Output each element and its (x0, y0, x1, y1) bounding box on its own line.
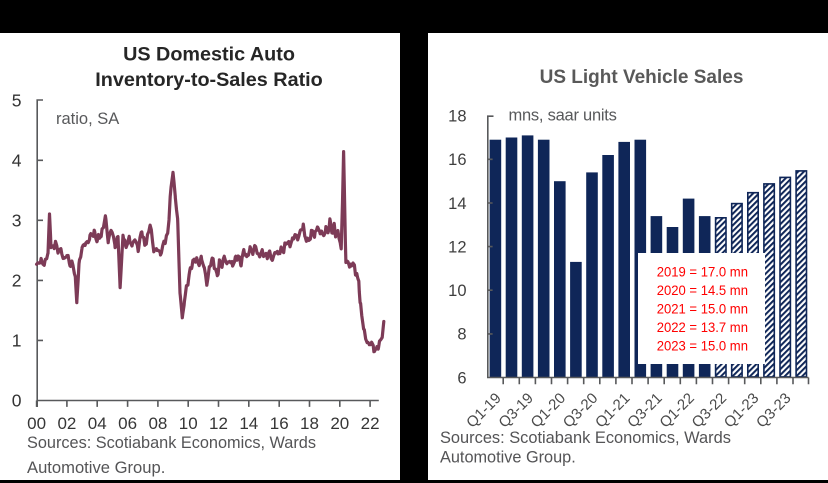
svg-text:2022 = 13.7 mn: 2022 = 13.7 mn (657, 319, 748, 335)
svg-text:16: 16 (448, 151, 466, 169)
svg-text:3: 3 (12, 211, 22, 231)
svg-text:Q1-23: Q1-23 (721, 390, 763, 432)
svg-text:ratio, SA: ratio, SA (56, 110, 119, 128)
svg-text:2: 2 (12, 271, 22, 291)
svg-text:5: 5 (12, 90, 22, 110)
svg-text:Automotive Group.: Automotive Group. (27, 458, 165, 477)
svg-text:Inventory-to-Sales Ratio: Inventory-to-Sales Ratio (95, 69, 323, 91)
svg-text:16: 16 (270, 414, 289, 433)
svg-text:6: 6 (457, 369, 466, 387)
svg-text:Q3-23: Q3-23 (753, 390, 795, 432)
svg-text:20: 20 (330, 414, 349, 433)
svg-text:Sources: Scotiabank Economics,: Sources: Scotiabank Economics, Wards (440, 429, 731, 447)
svg-text:2023 = 15.0 mn: 2023 = 15.0 mn (657, 337, 748, 353)
svg-text:Sources: Scotiabank Economics,: Sources: Scotiabank Economics, Wards (27, 434, 316, 452)
svg-text:18: 18 (448, 108, 466, 126)
svg-text:Q1-22: Q1-22 (656, 390, 698, 432)
svg-text:Q1-19: Q1-19 (463, 390, 505, 432)
svg-text:US Light Vehicle Sales: US Light Vehicle Sales (540, 67, 744, 88)
svg-text:00: 00 (27, 414, 46, 433)
svg-text:12: 12 (448, 238, 466, 256)
svg-text:mns, saar units: mns, saar units (509, 106, 617, 124)
svg-text:02: 02 (57, 414, 76, 433)
svg-text:14: 14 (239, 414, 258, 433)
svg-text:8: 8 (457, 326, 466, 344)
svg-text:Q1-20: Q1-20 (528, 390, 570, 432)
svg-text:04: 04 (88, 414, 107, 433)
svg-text:06: 06 (118, 414, 137, 433)
svg-text:2020 = 14.5 mn: 2020 = 14.5 mn (657, 282, 748, 298)
svg-text:Q1-21: Q1-21 (592, 390, 634, 432)
svg-text:0: 0 (12, 391, 22, 411)
svg-text:08: 08 (148, 414, 167, 433)
svg-text:2021 = 15.0 mn: 2021 = 15.0 mn (657, 300, 748, 316)
svg-text:18: 18 (300, 414, 319, 433)
svg-text:12: 12 (209, 414, 228, 433)
svg-text:10: 10 (179, 414, 198, 433)
svg-text:Q3-22: Q3-22 (689, 390, 731, 432)
svg-text:2019 = 17.0 mn: 2019 = 17.0 mn (657, 263, 748, 279)
svg-text:US Domestic Auto: US Domestic Auto (123, 44, 295, 66)
svg-text:1: 1 (12, 331, 22, 351)
svg-text:22: 22 (361, 414, 380, 433)
svg-text:10: 10 (448, 282, 466, 300)
svg-text:4: 4 (12, 151, 22, 171)
svg-text:Q3-21: Q3-21 (624, 390, 666, 432)
svg-text:Automotive Group.: Automotive Group. (440, 449, 576, 467)
svg-text:Q3-20: Q3-20 (560, 390, 602, 432)
svg-text:Q3-19: Q3-19 (495, 390, 537, 432)
svg-text:14: 14 (448, 195, 466, 213)
